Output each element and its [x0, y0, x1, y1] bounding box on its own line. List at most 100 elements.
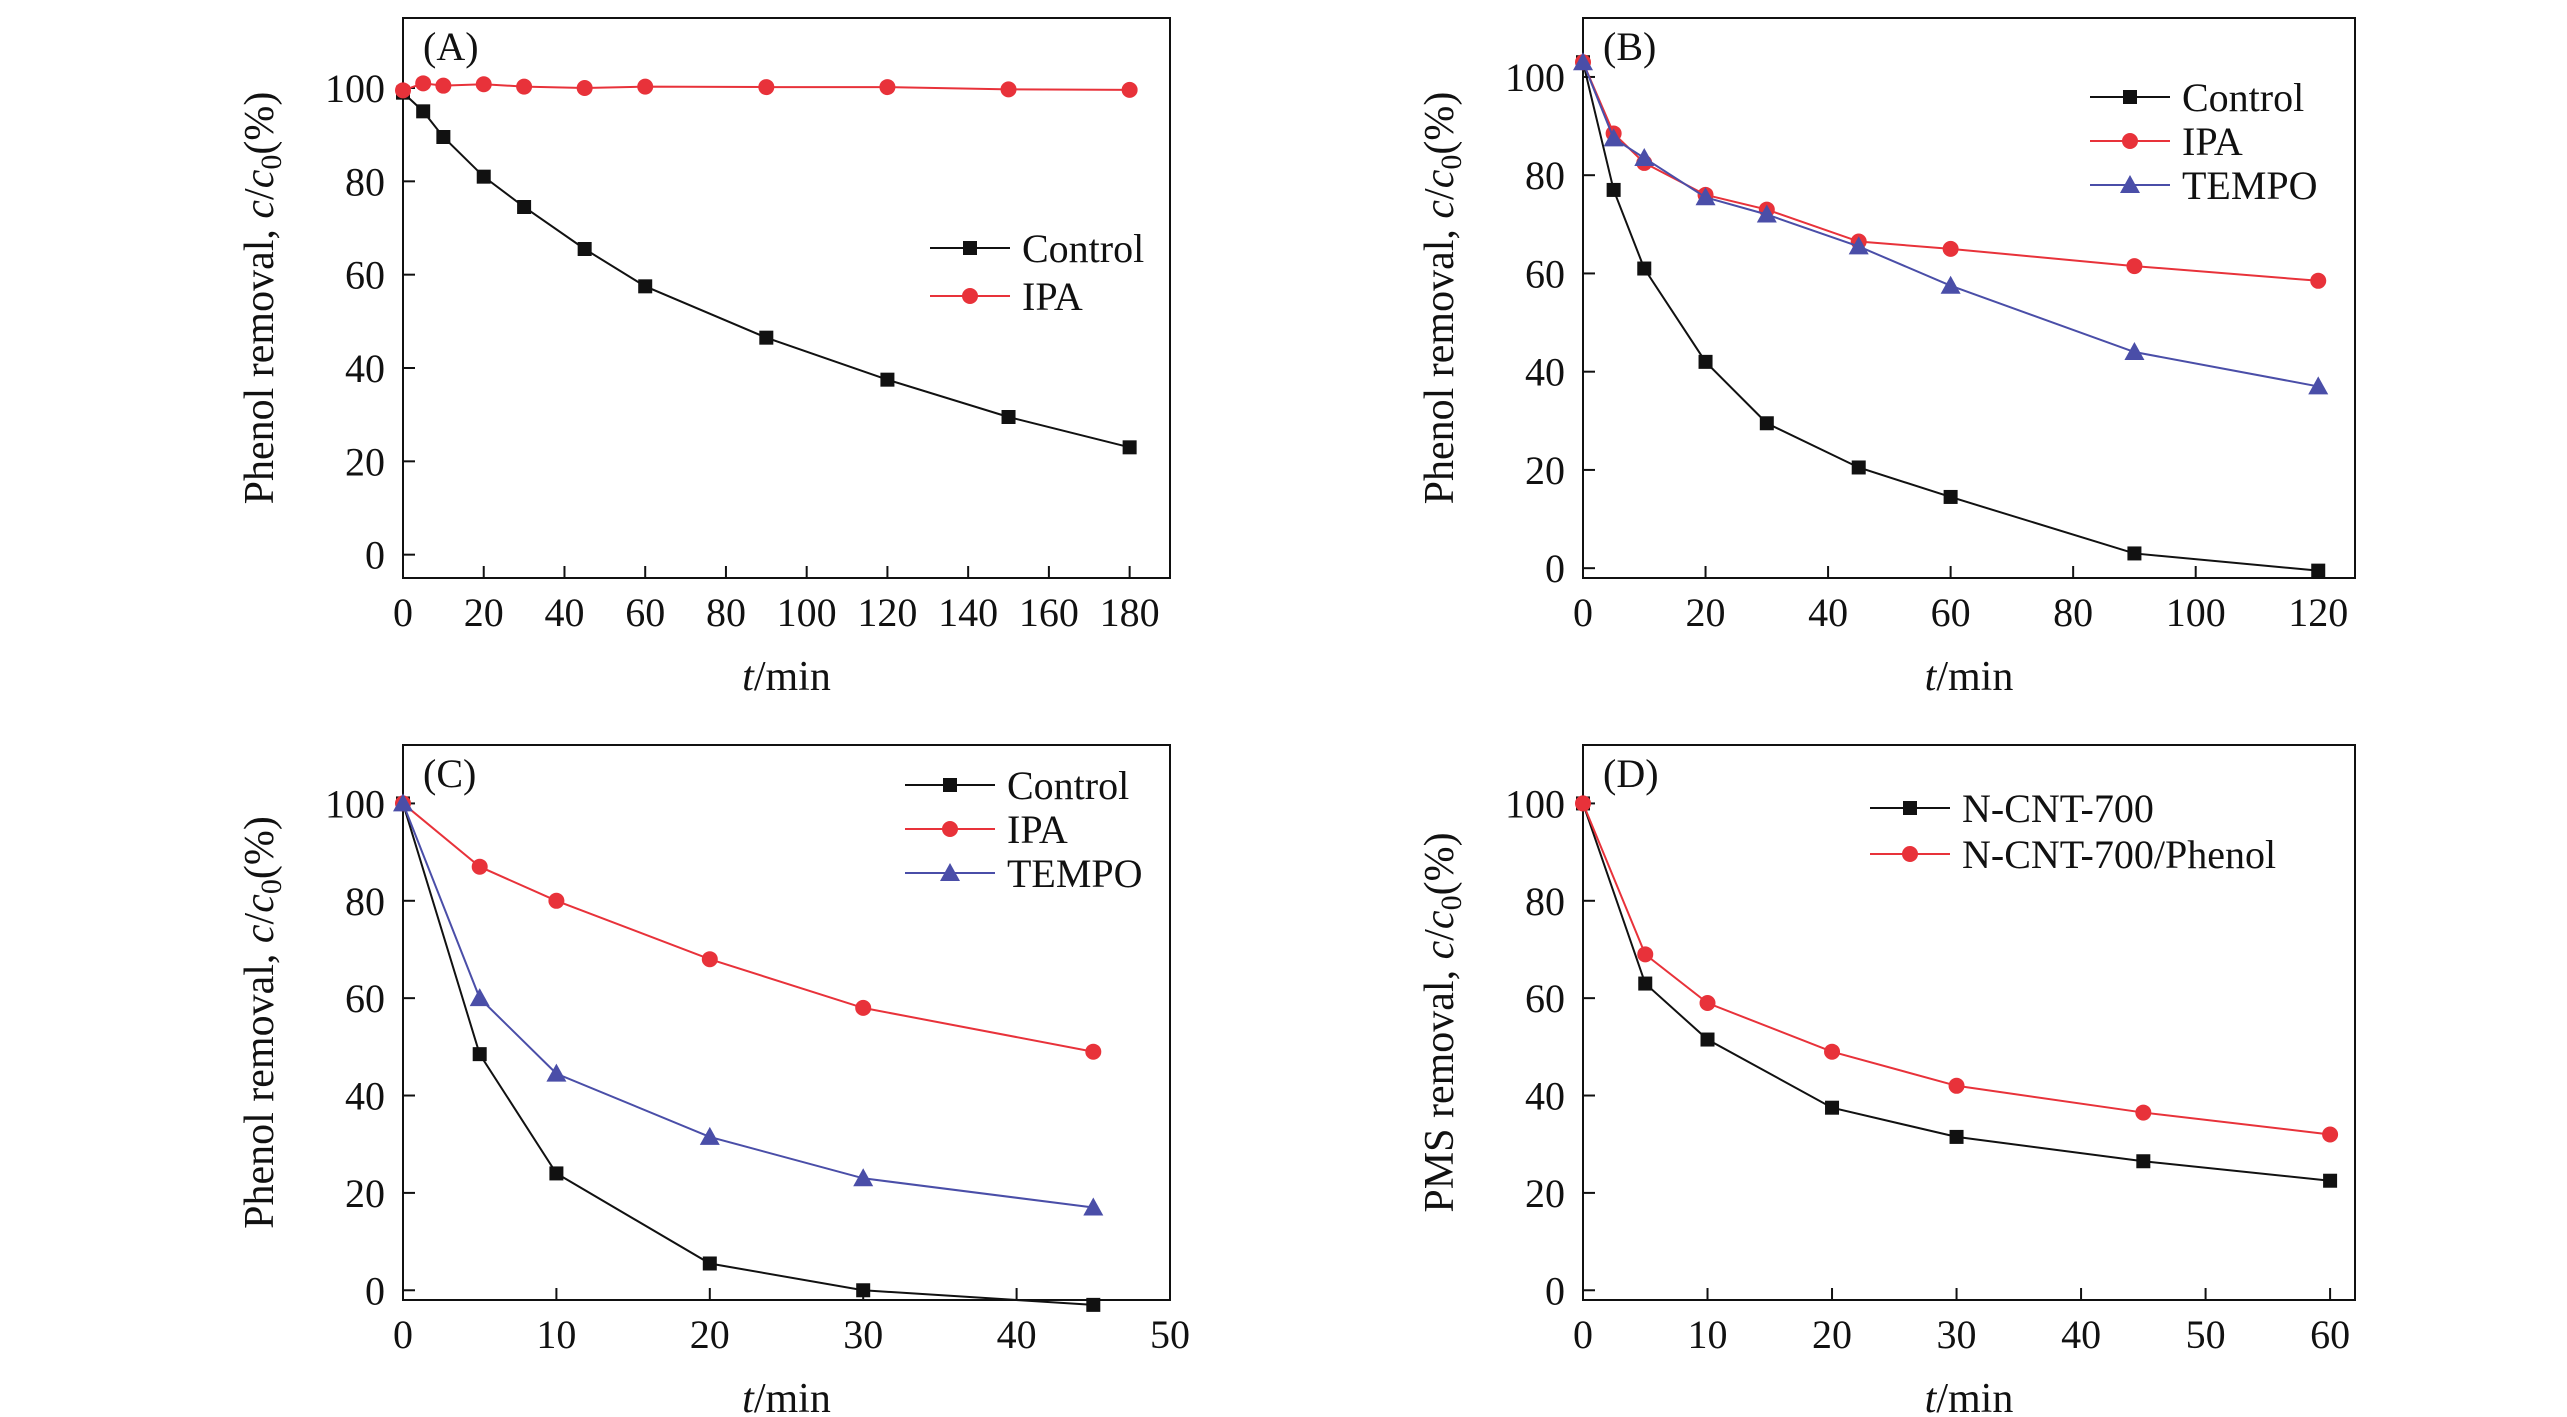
y-tick-label: 80 — [345, 159, 385, 204]
legend-entry: N-CNT-700/Phenol — [1870, 832, 2276, 877]
data-point — [759, 330, 774, 345]
data-point — [2322, 1126, 2339, 1143]
series-line — [402, 803, 1094, 1306]
data-point — [2126, 258, 2143, 275]
y-tick-label: 40 — [1525, 1074, 1565, 1119]
series-tempo — [393, 793, 1104, 1216]
legend-label: TEMPO — [1007, 851, 1143, 896]
legend-entry: IPA — [2090, 119, 2243, 164]
legend-label: IPA — [2182, 119, 2243, 164]
plot-frame — [402, 744, 1171, 1301]
x-tick-label: 50 — [2186, 1312, 2226, 1357]
series-n-cnt-700 — [1576, 796, 2338, 1188]
legend-label: N-CNT-700/Phenol — [1962, 832, 2276, 877]
legend-marker — [2123, 90, 2137, 104]
data-point — [880, 372, 895, 387]
y-tick-label: 100 — [1505, 55, 1565, 100]
x-tick-label: 10 — [536, 1312, 576, 1357]
panel-b: 0 20 40 60 80 100 120 0 20 40 60 80 100 (B) t/min Pheno… — [1417, 17, 2356, 700]
data-point — [1940, 275, 1961, 294]
data-point — [435, 77, 452, 94]
y-tick-label: 40 — [345, 1074, 385, 1119]
legend-entry: N-CNT-700 — [1870, 786, 2154, 831]
x-tick-label: 100 — [777, 590, 837, 635]
x-axis-title: t/min — [1925, 1376, 2014, 1417]
data-point — [476, 169, 491, 184]
data-point — [1634, 148, 1655, 166]
data-point — [1121, 81, 1138, 98]
legend-label: N-CNT-700 — [1962, 786, 2154, 831]
data-point — [1948, 1077, 1965, 1094]
x-axis-title: t/min — [742, 1376, 831, 1417]
data-point — [2308, 376, 2329, 395]
data-point — [2311, 563, 2326, 578]
y-tick-label: 100 — [1505, 781, 1565, 826]
series-tempo — [1573, 52, 2329, 395]
data-point — [546, 1063, 567, 1082]
data-point — [879, 79, 896, 96]
y-tick-label: 40 — [345, 346, 385, 391]
legend-label: Control — [1022, 226, 1144, 271]
data-point — [1575, 795, 1591, 812]
panel-d: 0 10 20 30 40 50 60 0 20 40 60 80 100 (D) t/min PMS rem… — [1417, 744, 2356, 1417]
legend-marker — [1903, 801, 1917, 815]
series-line — [402, 803, 1094, 1209]
x-axis-title: t/min — [742, 654, 831, 700]
data-point — [2135, 1104, 2152, 1121]
x-tick-label: 20 — [690, 1312, 730, 1357]
legend-label: TEMPO — [2182, 163, 2318, 208]
y-axis-title: Phenol removal, c/c0(%) — [237, 92, 288, 505]
x-tick-label: 180 — [1100, 590, 1160, 635]
data-point — [415, 75, 432, 92]
y-tick-label: 80 — [345, 879, 385, 924]
x-tick-label: 0 — [1573, 590, 1593, 635]
legend-marker — [2120, 175, 2140, 193]
plot-frame — [1582, 17, 2356, 579]
x-tick-label: 60 — [1931, 590, 1971, 635]
data-point — [1606, 182, 1621, 197]
data-point — [472, 1047, 487, 1062]
data-point — [1759, 416, 1774, 431]
data-point — [699, 1126, 720, 1145]
data-point — [1700, 1032, 1715, 1047]
data-point — [2127, 546, 2142, 561]
data-point — [475, 76, 492, 93]
series-n-cnt-700-phenol — [1575, 795, 2339, 1143]
y-tick-label: 0 — [365, 533, 385, 578]
legend-marker — [962, 288, 978, 304]
legend-marker — [963, 241, 977, 255]
y-tick-label: 100 — [325, 66, 385, 111]
x-tick-label: 20 — [1686, 590, 1726, 635]
x-tick-label: 20 — [464, 590, 504, 635]
x-tick-label: 50 — [1150, 1312, 1190, 1357]
data-point — [436, 130, 451, 144]
series-control — [396, 85, 1137, 455]
x-tick-label: 20 — [1812, 1312, 1852, 1357]
series-ipa — [395, 795, 1102, 1060]
panel-label: (B) — [1603, 24, 1656, 69]
data-point — [395, 82, 411, 99]
x-tick-label: 40 — [1808, 590, 1848, 635]
legend-entry: TEMPO — [2090, 163, 2318, 208]
legend-marker — [943, 778, 957, 792]
legend-label: Control — [2182, 75, 2304, 120]
legend-entry: IPA — [930, 274, 1083, 319]
x-tick-label: 10 — [1688, 1312, 1728, 1357]
data-point — [1637, 946, 1654, 963]
x-tick-label: 0 — [393, 1312, 413, 1357]
data-point — [1001, 410, 1016, 424]
y-tick-label: 80 — [1525, 879, 1565, 924]
x-tick-label: 60 — [625, 590, 665, 635]
x-tick-label: 140 — [938, 590, 998, 635]
y-tick-label: 20 — [345, 1171, 385, 1216]
data-point — [1122, 440, 1137, 455]
panel-c: 0 10 20 30 40 50 0 20 40 60 80 100 (C) t/min Phenol re… — [237, 744, 1190, 1417]
data-point — [548, 892, 565, 909]
data-point — [1698, 354, 1713, 369]
y-axis-title: PMS removal, c/c0(%) — [1417, 832, 1468, 1212]
data-point — [1086, 1297, 1101, 1312]
data-point — [1573, 52, 1593, 71]
panel-label: (C) — [423, 751, 476, 796]
data-point — [1851, 460, 1866, 475]
